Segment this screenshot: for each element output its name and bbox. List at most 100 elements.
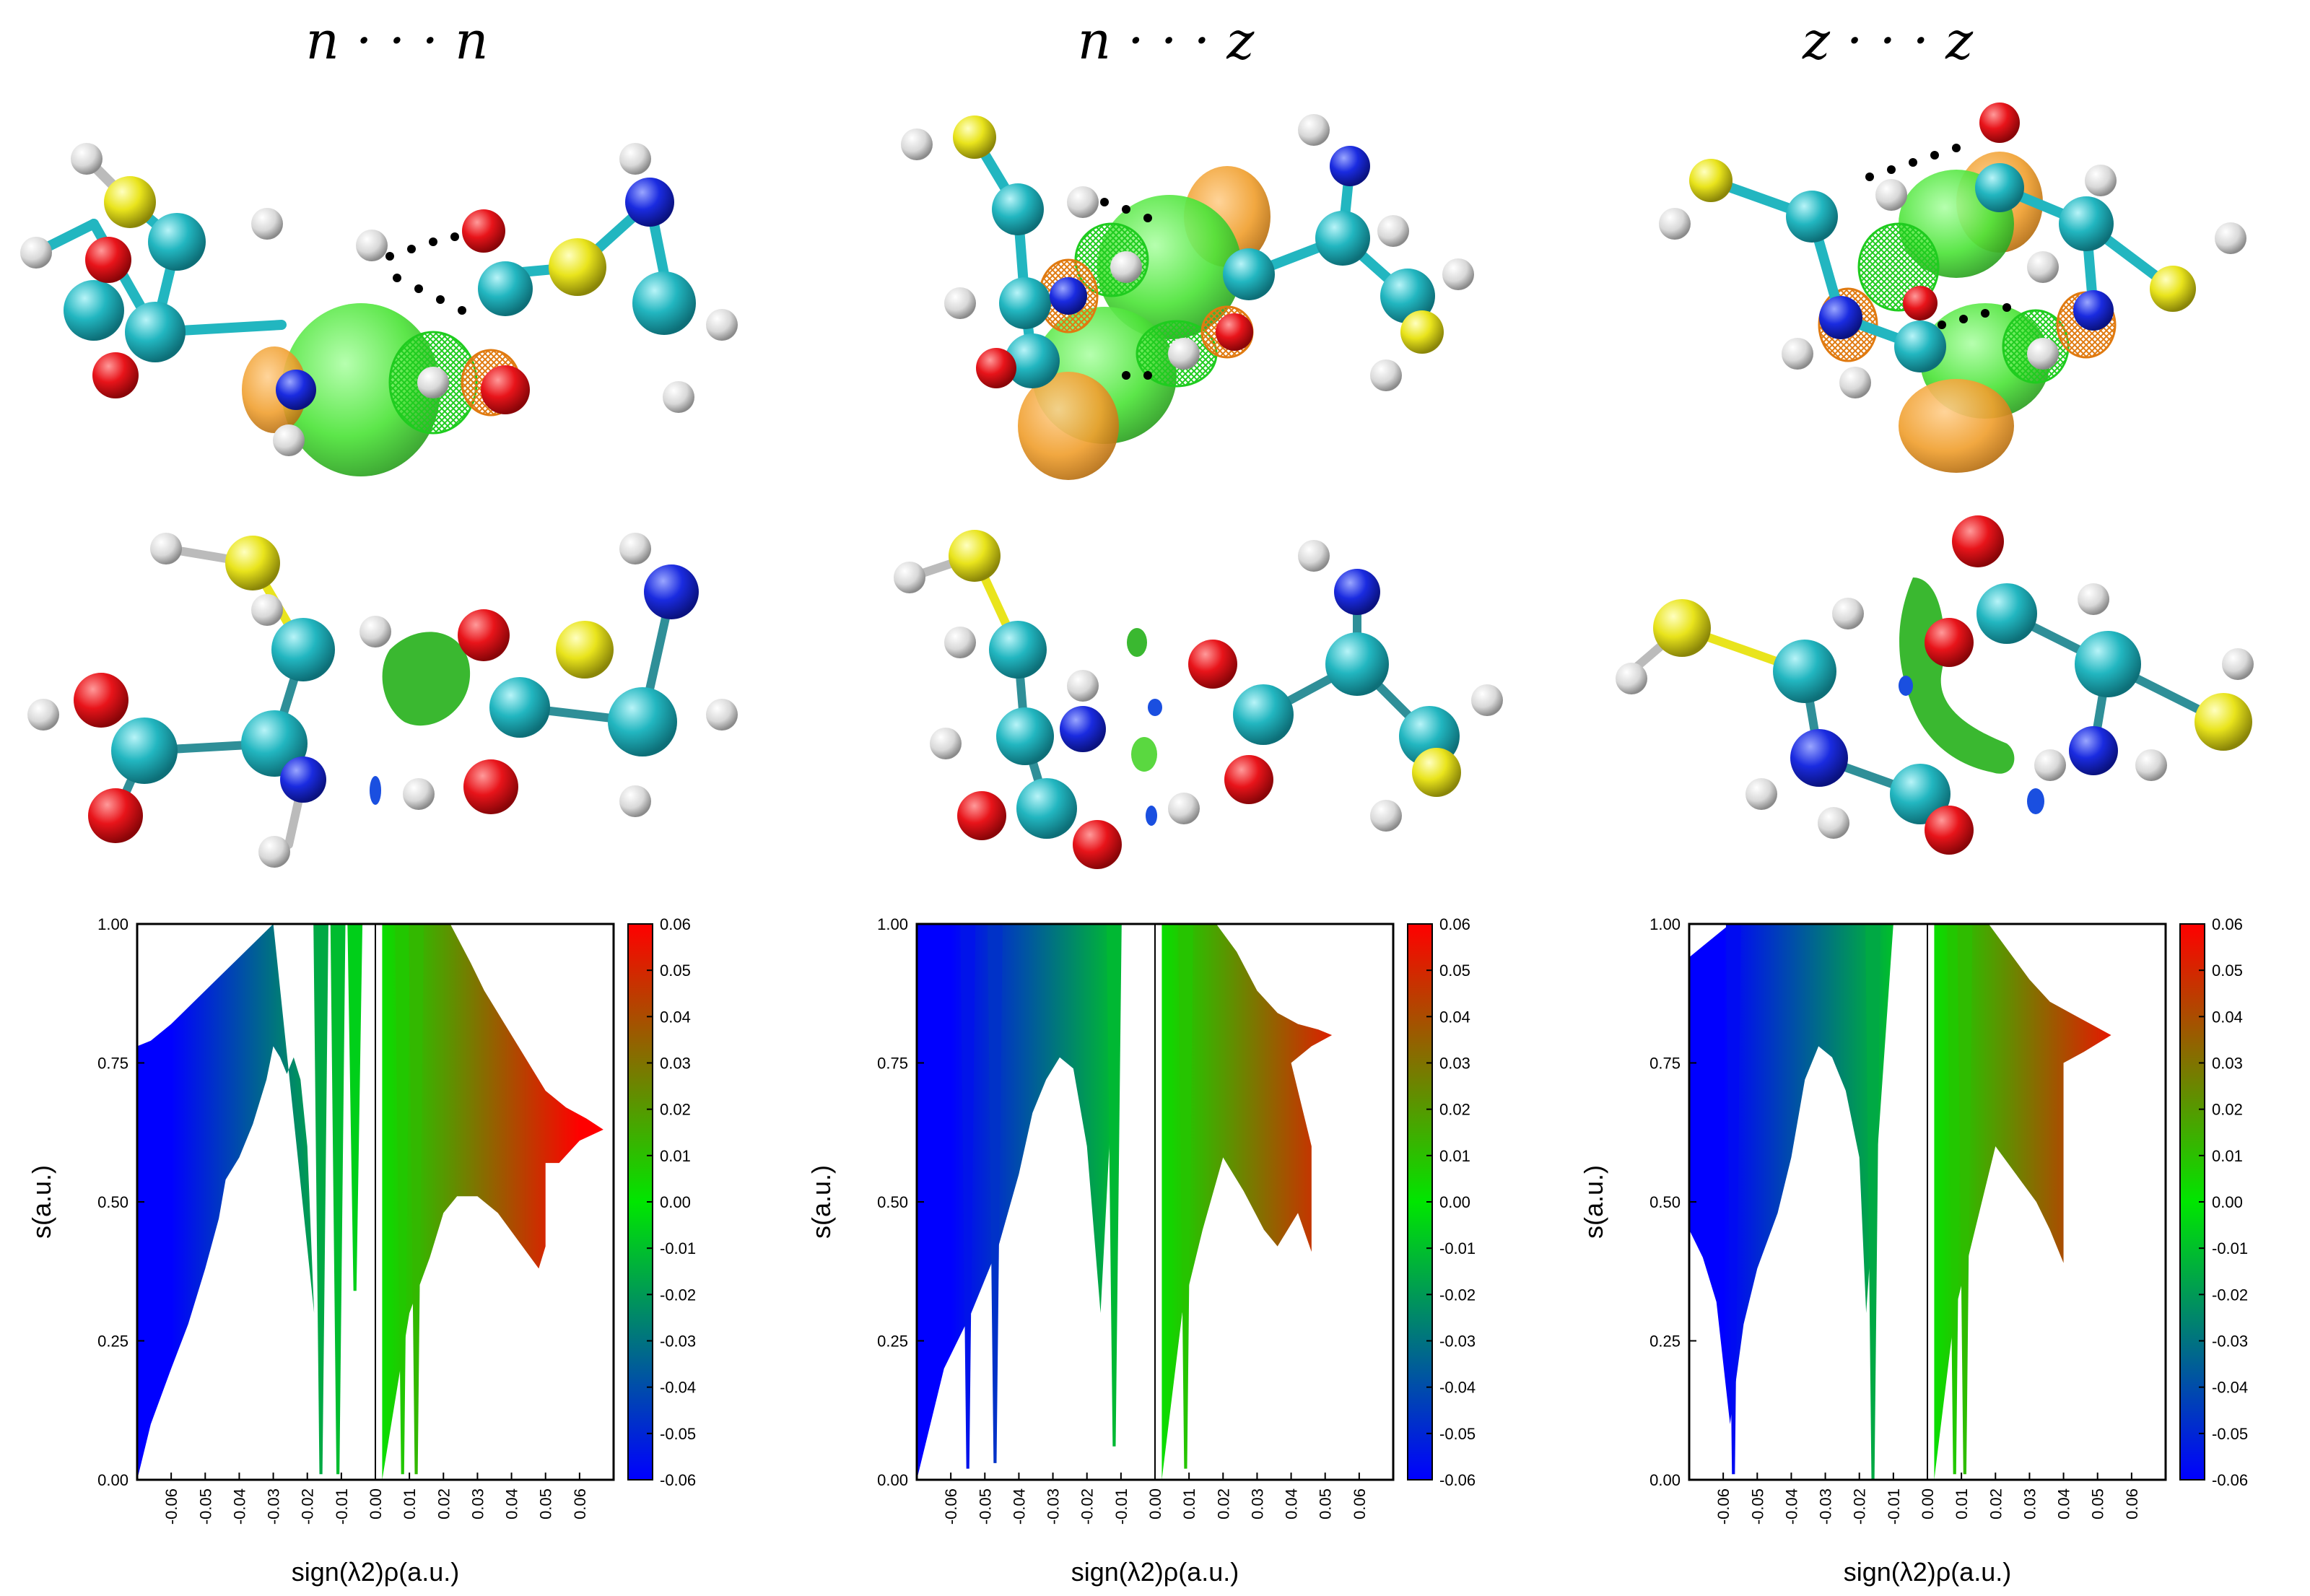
x-tick-label: -0.02 — [1078, 1488, 1097, 1525]
positive-region — [1934, 924, 2111, 1480]
scatter-cloud — [917, 924, 1333, 1480]
colorbar-tick-label: 0.04 — [1439, 1008, 1470, 1026]
colorbar-tick-label: -0.06 — [660, 1471, 696, 1489]
colorbar-tick-label: 0.00 — [2212, 1193, 2243, 1211]
colorbar-tick-label: 0.04 — [660, 1008, 691, 1026]
positive-region — [382, 924, 603, 1480]
rdg-plot-z-z: 0.00 0.25 0.50 0.75 1.00 -0.06 -0.05 -0.04 -0.03… — [1579, 915, 2248, 1587]
x-tick-label: -0.05 — [976, 1488, 994, 1525]
x-tick-label: -0.01 — [333, 1488, 351, 1525]
colorbar-tick-label: -0.06 — [2212, 1471, 2248, 1489]
colorbar-tick-label: -0.05 — [1439, 1425, 1476, 1443]
y-tick-label: 0.00 — [877, 1471, 908, 1489]
y-tick-label: 1.00 — [97, 915, 128, 933]
colorbar-tick-label: -0.05 — [2212, 1425, 2248, 1443]
y-tick-label: 0.50 — [1649, 1193, 1681, 1211]
spike-3 — [1957, 924, 1973, 1475]
nbo-structure-z-z — [1659, 103, 2246, 473]
y-tick-label: 0.25 — [97, 1333, 128, 1351]
x-tick-label: 0.01 — [1953, 1488, 1971, 1519]
y-tick-label: 0.75 — [877, 1055, 908, 1073]
colorbar-tick-label: 0.06 — [660, 915, 691, 933]
colorbar-tick-label: 0.01 — [2212, 1147, 2243, 1165]
nbo-structure-n-n — [20, 143, 738, 476]
negative-region — [1689, 924, 1893, 1424]
y-tick-label: 0.00 — [1649, 1471, 1681, 1489]
x-tick-label: 0.01 — [1180, 1488, 1198, 1519]
negative-region — [917, 924, 1121, 1480]
x-tick-label: -0.05 — [1748, 1488, 1766, 1525]
colorbar-tick-label: 0.06 — [2212, 915, 2243, 933]
colorbar-tick-label: -0.01 — [2212, 1239, 2248, 1257]
colorbar-tick-label: -0.04 — [2212, 1379, 2248, 1397]
y-tick-label: 0.75 — [97, 1055, 128, 1073]
x-tick-label: 0.05 — [2089, 1488, 2107, 1519]
x-tick-label: 0.04 — [2055, 1488, 2073, 1519]
x-tick-label: 0.06 — [571, 1488, 589, 1519]
x-tick-label: 0.02 — [1987, 1488, 2005, 1519]
title-z-z: z · · · z — [1802, 10, 1974, 71]
rdg-plot-n-z: 0.00 0.25 0.50 0.75 1.00 -0.06 -0.05 -0.04 -0.03… — [806, 915, 1476, 1587]
y-tick-label: 0.75 — [1649, 1055, 1681, 1073]
colorbar-tick-label: -0.02 — [1439, 1286, 1476, 1304]
spike-2 — [1947, 924, 1963, 1475]
positive-region — [1161, 924, 1333, 1480]
colorbar-tick-label: -0.05 — [660, 1425, 696, 1443]
x-tick-label: -0.03 — [1045, 1488, 1063, 1525]
spike-0 — [960, 924, 976, 1469]
x-tick-label: -0.01 — [1885, 1488, 1903, 1525]
x-tick-label: 0.02 — [435, 1488, 453, 1519]
colorbar-tick-label: 0.01 — [660, 1147, 691, 1165]
x-tick-label: 0.00 — [367, 1488, 385, 1519]
x-tick-label: -0.05 — [196, 1488, 214, 1525]
x-tick-label: -0.04 — [1782, 1488, 1800, 1525]
colorbar-tick-label: -0.03 — [2212, 1333, 2248, 1351]
negative-region — [137, 924, 315, 1480]
y-axis-label: s(a.u.) — [1579, 1165, 1608, 1239]
colorbar-tick-label: -0.01 — [660, 1239, 696, 1257]
colorbar-tick-label: 0.00 — [1439, 1193, 1470, 1211]
colorbar-tick-label: 0.03 — [2212, 1055, 2243, 1073]
scatter-cloud — [137, 924, 603, 1480]
x-tick-label: 0.03 — [468, 1488, 487, 1519]
x-tick-label: -0.01 — [1112, 1488, 1130, 1525]
y-tick-label: 0.25 — [877, 1333, 908, 1351]
x-tick-label: 0.00 — [1919, 1488, 1937, 1519]
colorbar-tick-label: 0.05 — [2212, 961, 2243, 980]
x-tick-label: 0.02 — [1214, 1488, 1232, 1519]
spike-3 — [1178, 924, 1193, 1469]
y-tick-label: 0.25 — [1649, 1333, 1681, 1351]
y-tick-label: 1.00 — [1649, 915, 1681, 933]
colorbar-tick-label: -0.01 — [1439, 1239, 1476, 1257]
colorbar-tick-label: -0.04 — [1439, 1379, 1476, 1397]
colorbar-tick-label: 0.03 — [1439, 1055, 1470, 1073]
x-tick-label: 0.04 — [1283, 1488, 1301, 1519]
y-axis-label: s(a.u.) — [27, 1165, 56, 1239]
spike-0 — [1725, 924, 1741, 1475]
spike-4 — [409, 924, 424, 1475]
x-tick-label: -0.03 — [265, 1488, 283, 1525]
colorbar-tick-label: 0.00 — [660, 1193, 691, 1211]
x-tick-label: 0.04 — [503, 1488, 521, 1519]
title-n-z: n · · · z — [1077, 10, 1255, 71]
x-tick-label: -0.03 — [1817, 1488, 1835, 1525]
colorbar-tick-label: 0.02 — [1439, 1101, 1470, 1119]
spike-1 — [1865, 924, 1880, 1480]
colorbar-tick-label: -0.02 — [660, 1286, 696, 1304]
x-tick-label: 0.05 — [537, 1488, 555, 1519]
colorbar-tick-label: -0.03 — [660, 1333, 696, 1351]
colorbar-tick-label: 0.04 — [2212, 1008, 2243, 1026]
y-tick-label: 0.50 — [97, 1193, 128, 1211]
x-tick-label: -0.04 — [1010, 1488, 1028, 1525]
x-axis-label: sign(λ2)ρ(a.u.) — [1844, 1557, 2012, 1587]
colorbar-tick-label: 0.02 — [660, 1101, 691, 1119]
spike-0 — [313, 924, 328, 1475]
x-tick-label: 0.05 — [1317, 1488, 1335, 1519]
nbo-structure-n-z — [901, 114, 1474, 480]
x-axis-label: sign(λ2)ρ(a.u.) — [292, 1557, 460, 1587]
x-tick-label: -0.02 — [299, 1488, 317, 1525]
y-axis-label: s(a.u.) — [806, 1165, 836, 1239]
y-tick-label: 0.50 — [877, 1193, 908, 1211]
colorbar-tick-label: 0.05 — [1439, 961, 1470, 980]
x-tick-label: 0.01 — [401, 1488, 419, 1519]
